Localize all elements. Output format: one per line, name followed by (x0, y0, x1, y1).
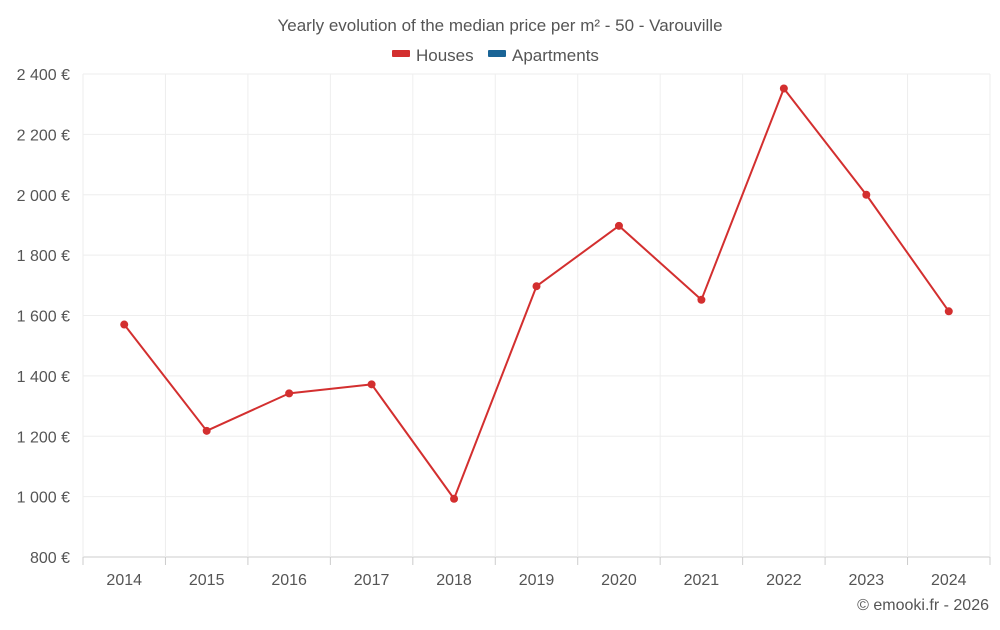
data-point-houses-2022[interactable] (779, 84, 788, 93)
x-tick-label: 2019 (519, 572, 555, 589)
y-tick-label: 800 € (30, 550, 70, 567)
x-tick-label: 2015 (189, 572, 225, 589)
x-tick-label: 2016 (271, 572, 307, 589)
y-tick-label: 1 600 € (17, 309, 70, 326)
data-point-houses-2020[interactable] (614, 221, 623, 230)
y-tick-label: 1 200 € (17, 429, 70, 446)
x-tick-label: 2014 (106, 572, 142, 589)
legend: Houses Apartments (392, 46, 599, 65)
y-tick-label: 2 200 € (17, 127, 70, 144)
x-tick-label: 2021 (684, 572, 720, 589)
legend-swatch-apartments (488, 50, 506, 57)
legend-label-apartments: Apartments (512, 46, 599, 65)
legend-label-houses: Houses (416, 46, 474, 65)
x-tick-label: 2020 (601, 572, 637, 589)
x-tick-label: 2018 (436, 572, 472, 589)
legend-swatch-houses (392, 50, 410, 57)
x-tick-label: 2017 (354, 572, 390, 589)
y-tick-label: 2 400 € (17, 67, 70, 84)
x-tick-label: 2022 (766, 572, 802, 589)
data-point-houses-2014[interactable] (120, 320, 129, 329)
series-layer (120, 84, 953, 503)
data-point-houses-2023[interactable] (862, 190, 871, 199)
legend-item-houses[interactable]: Houses (392, 46, 474, 65)
legend-item-apartments[interactable]: Apartments (488, 46, 599, 65)
y-tick-label: 2 000 € (17, 188, 70, 205)
x-tick-label: 2023 (849, 572, 885, 589)
data-point-houses-2017[interactable] (367, 380, 376, 389)
y-tick-label: 1 400 € (17, 369, 70, 386)
data-point-houses-2019[interactable] (532, 282, 541, 291)
data-point-houses-2016[interactable] (285, 389, 294, 398)
axes: 800 € 1 000 € 1 200 € 1 400 € 1 600 € 1 800 €… (17, 67, 991, 589)
y-tick-label: 1 000 € (17, 490, 70, 507)
data-point-houses-2024[interactable] (944, 307, 953, 316)
chart-title: Yearly evolution of the median price per… (277, 16, 722, 35)
data-point-houses-2015[interactable] (202, 426, 211, 435)
data-point-houses-2018[interactable] (450, 494, 459, 503)
credit-text: © emooki.fr - 2026 (857, 597, 989, 614)
data-point-houses-2021[interactable] (697, 295, 706, 304)
grid (82, 73, 991, 558)
y-tick-label: 1 800 € (17, 248, 70, 265)
x-tick-label: 2024 (931, 572, 967, 589)
